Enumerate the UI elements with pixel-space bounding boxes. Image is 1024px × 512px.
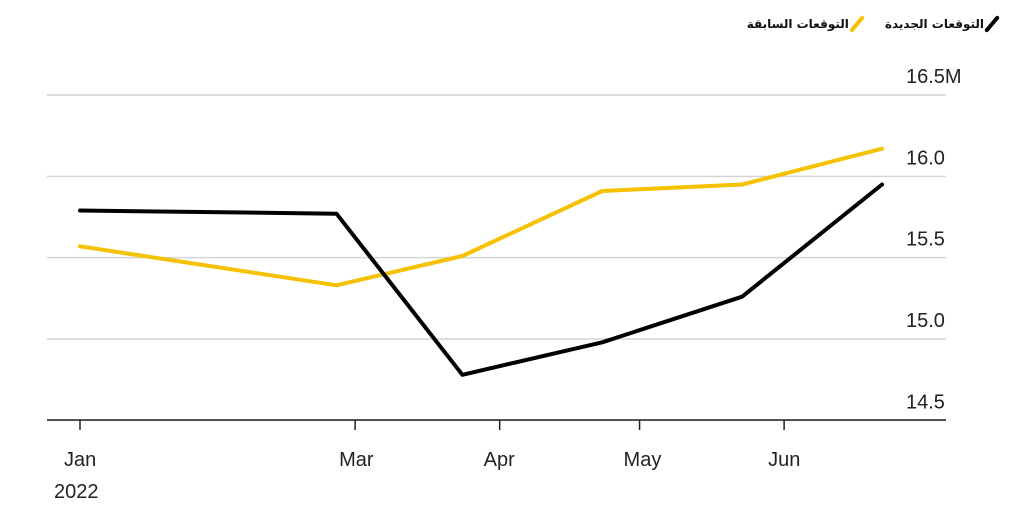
y-tick-label: 16.5M [906,66,962,88]
x-tick-label: Apr [484,449,515,471]
x-tick-label: May [624,449,662,471]
y-tick-label: 15.0 [906,310,945,332]
legend-label-new: التوقعات الجديدة [884,17,984,31]
legend-item-new-forecast: التوقعات الجديدة [884,14,1000,34]
x-tick-sublabel: 2022 [54,481,99,503]
legend-label-previous: التوقعات السابقة [746,17,849,31]
y-tick-label: 14.5 [906,391,945,413]
y-tick-label: 15.5 [906,229,945,251]
series-line-new-forecast [78,182,884,377]
series-line-previous-forecast [78,146,884,288]
x-tick-label: Jun [768,449,800,471]
x-tick-label: Mar [339,449,374,471]
legend-item-previous-forecast: التوقعات السابقة [746,14,865,34]
legend: التوقعات الجديدة التوقعات السابقة [746,14,1000,34]
x-tick-label: Jan [64,449,96,471]
y-tick-label: 16.0 [906,147,945,169]
